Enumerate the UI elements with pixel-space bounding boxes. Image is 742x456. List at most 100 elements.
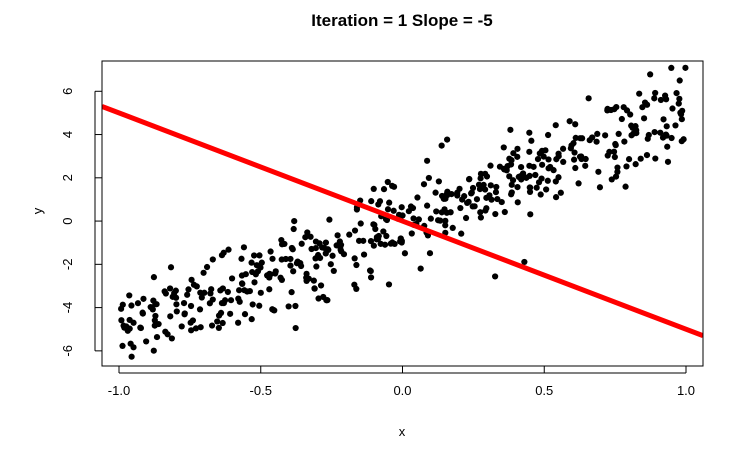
- data-point: [312, 255, 319, 262]
- data-point: [466, 175, 473, 183]
- data-point: [269, 255, 276, 262]
- data-point: [167, 313, 174, 320]
- data-point: [578, 155, 585, 163]
- data-point: [508, 189, 515, 196]
- data-point: [476, 186, 484, 193]
- data-point: [337, 246, 344, 253]
- data-point: [537, 191, 544, 198]
- data-point: [119, 301, 126, 308]
- data-point: [625, 156, 633, 163]
- data-point: [514, 145, 521, 152]
- data-point: [483, 205, 490, 212]
- data-point: [533, 184, 540, 191]
- data-point: [397, 235, 404, 242]
- data-point: [390, 207, 397, 214]
- data-point: [518, 172, 525, 179]
- data-point: [640, 115, 648, 122]
- data-point: [208, 286, 215, 293]
- x-tick-label: -1.0: [108, 383, 130, 398]
- data-point: [675, 100, 682, 107]
- data-point: [442, 217, 449, 224]
- data-point: [424, 157, 431, 164]
- data-point: [315, 295, 322, 302]
- data-point: [147, 303, 154, 311]
- data-point: [267, 248, 274, 255]
- data-point: [370, 185, 377, 192]
- data-point: [526, 148, 533, 155]
- data-point: [552, 122, 559, 129]
- data-point: [277, 274, 284, 281]
- data-point: [351, 227, 359, 234]
- data-point: [367, 268, 374, 275]
- y-tick-label: -2: [60, 259, 75, 271]
- data-point: [457, 204, 464, 212]
- data-point: [200, 269, 207, 276]
- y-tick-label: 6: [60, 88, 75, 95]
- data-point: [353, 285, 360, 292]
- data-point: [544, 131, 552, 139]
- data-point: [193, 283, 200, 290]
- data-point: [185, 286, 192, 293]
- data-point: [368, 198, 375, 205]
- data-point: [570, 156, 578, 163]
- data-point: [235, 319, 242, 326]
- data-point: [643, 101, 651, 108]
- data-point: [127, 340, 134, 347]
- data-point: [585, 95, 592, 102]
- data-point: [399, 212, 406, 219]
- data-point: [438, 142, 445, 149]
- data-point: [248, 316, 255, 323]
- data-point: [539, 161, 546, 168]
- data-point: [607, 106, 615, 114]
- data-point: [483, 194, 490, 201]
- data-point: [236, 287, 243, 294]
- data-point: [330, 267, 337, 275]
- data-point: [659, 134, 667, 141]
- data-point: [310, 277, 317, 284]
- regression-line: [102, 104, 703, 339]
- data-point: [214, 318, 221, 325]
- data-point: [249, 301, 256, 308]
- fit-line-layer: [102, 104, 703, 339]
- data-point: [618, 115, 625, 123]
- data-point: [456, 185, 463, 192]
- data-point: [290, 225, 297, 233]
- x-tick-label: 0.5: [535, 383, 553, 398]
- data-point: [389, 239, 396, 246]
- data-point: [304, 229, 311, 236]
- data-point: [327, 261, 334, 268]
- data-point: [611, 153, 618, 161]
- data-point: [184, 291, 191, 298]
- data-point: [532, 171, 539, 179]
- data-point: [664, 158, 672, 165]
- data-point: [509, 177, 517, 184]
- data-point: [615, 130, 622, 138]
- data-point: [555, 150, 562, 157]
- data-point: [560, 145, 567, 152]
- data-point: [267, 271, 274, 278]
- data-point: [225, 246, 232, 253]
- data-point: [651, 129, 658, 136]
- data-point: [673, 90, 680, 97]
- data-point: [377, 240, 384, 247]
- data-point: [239, 280, 246, 288]
- data-point: [307, 233, 314, 240]
- data-point: [521, 258, 528, 266]
- data-point: [602, 132, 609, 139]
- data-point: [543, 186, 550, 193]
- data-point: [353, 261, 360, 269]
- data-point: [566, 118, 573, 125]
- data-point: [498, 198, 505, 206]
- data-point: [235, 295, 242, 302]
- x-tick-label: 0.0: [393, 383, 411, 398]
- data-point: [442, 222, 449, 229]
- data-point: [180, 300, 188, 307]
- data-point: [312, 238, 320, 245]
- data-point: [121, 324, 128, 331]
- data-point: [469, 203, 476, 210]
- data-point: [477, 209, 484, 216]
- data-point: [679, 107, 686, 114]
- data-point: [298, 240, 305, 247]
- data-point: [256, 252, 263, 259]
